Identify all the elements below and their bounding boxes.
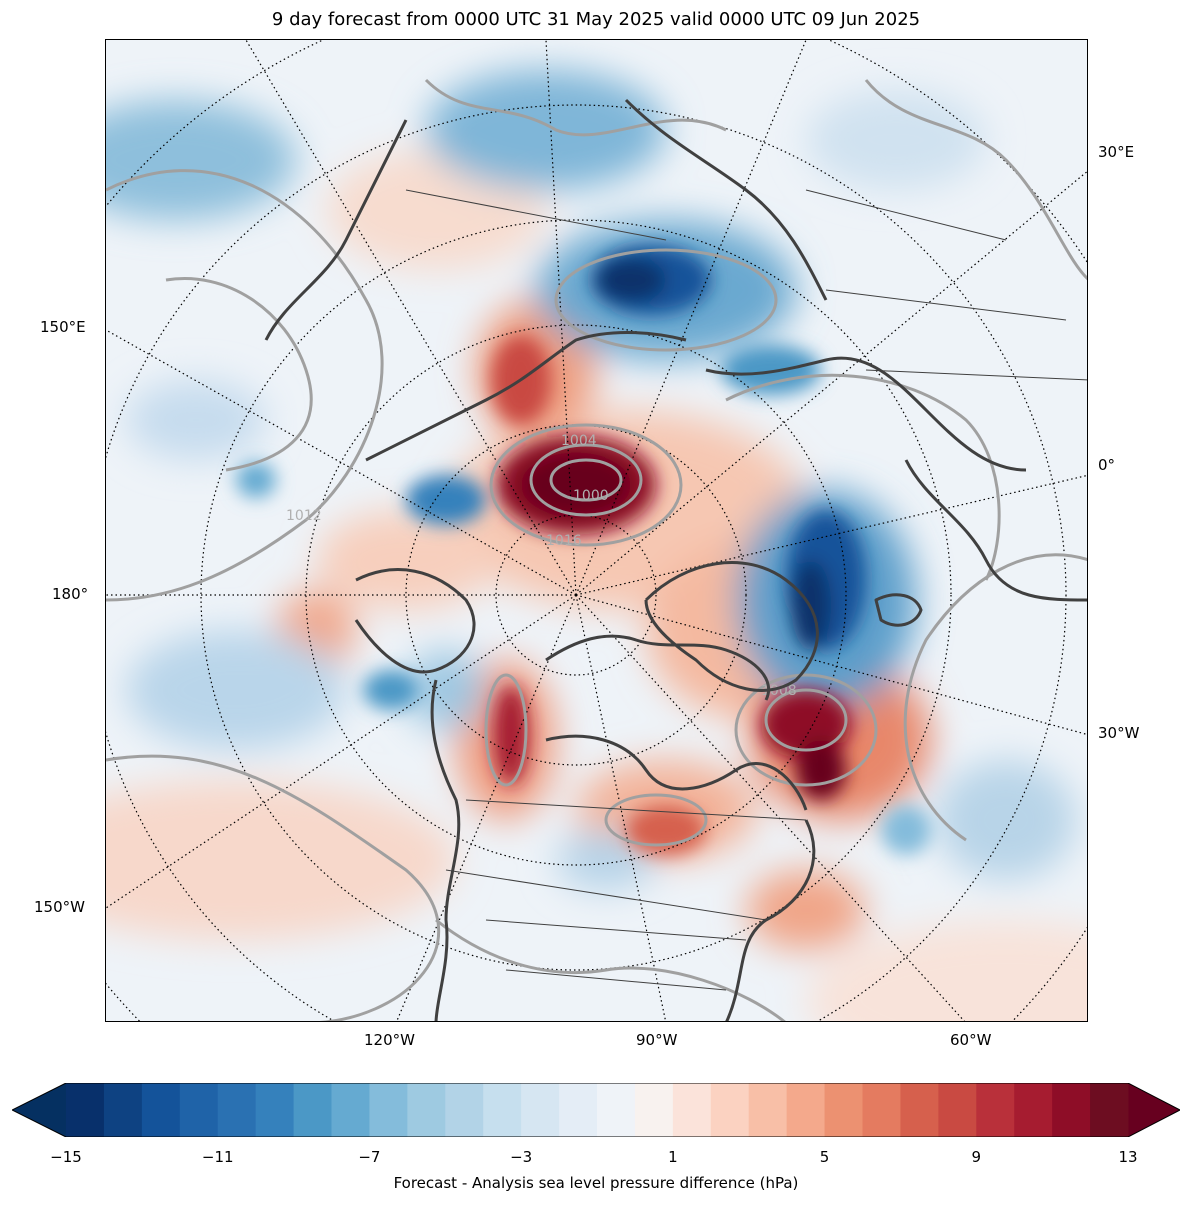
colorbar-segment — [786, 1083, 826, 1137]
lon-label-60W: 60°W — [950, 1031, 992, 1049]
colorbar-segment — [407, 1083, 446, 1137]
colorbar-segment — [597, 1083, 636, 1137]
colorbar-segment — [824, 1083, 863, 1137]
lon-label-150W: 150°W — [34, 898, 85, 916]
political-borders — [405, 189, 1087, 991]
colorbar-segment — [141, 1083, 181, 1137]
colorbar-segment — [748, 1083, 788, 1137]
colorbar-segment — [976, 1083, 1015, 1137]
colorbar-segment — [445, 1083, 484, 1137]
colorbar-tick-label: −11 — [201, 1148, 234, 1166]
colorbar-scale — [10, 1082, 1182, 1138]
colorbar-segment — [103, 1083, 143, 1137]
colorbar-segment — [179, 1083, 219, 1137]
colorbar-segment — [255, 1083, 295, 1137]
colorbar-segment — [900, 1083, 939, 1137]
coastlines — [264, 98, 1087, 1021]
pressure-difference-map: 1004 1000 1008 1012 1016 — [106, 40, 1087, 1021]
colorbar-label: Forecast - Analysis sea level pressure d… — [393, 1174, 799, 1192]
colorbar-tick-label: 13 — [1118, 1148, 1138, 1166]
colorbar-extend-low — [12, 1083, 66, 1137]
colorbar-segment — [862, 1083, 901, 1137]
figure-title: 9 day forecast from 0000 UTC 31 May 2025… — [271, 9, 921, 30]
lon-label-150E: 150°E — [40, 318, 86, 336]
colorbar-segment — [293, 1083, 332, 1137]
isobar-value-labels: 1004 1000 1008 1012 1016 — [286, 433, 797, 699]
longitude-lines — [106, 40, 1087, 1021]
colorbar-extend-high — [1128, 1083, 1180, 1137]
colorbar-tick-label: 9 — [971, 1148, 982, 1166]
colorbar-segment — [1090, 1083, 1129, 1137]
lon-label-120W: 120°W — [364, 1031, 415, 1049]
map-panel: 1004 1000 1008 1012 1016 — [105, 39, 1088, 1022]
isobar-label-1000: 1000 — [573, 488, 609, 504]
lon-label-0: 0° — [1098, 456, 1116, 474]
colorbar-segment — [710, 1083, 750, 1137]
lon-label-180: 180° — [52, 585, 89, 603]
colorbar-segment — [938, 1083, 977, 1137]
colorbar-segment — [369, 1083, 408, 1137]
isobar-label-1004: 1004 — [561, 433, 597, 449]
latitude-circles — [106, 40, 1087, 1021]
colorbar-segment — [672, 1083, 712, 1137]
colorbar-tick-label: −15 — [50, 1148, 82, 1166]
colorbar-tick-label: −3 — [510, 1148, 533, 1166]
colorbar-segment — [634, 1083, 674, 1137]
colorbar-segment — [331, 1083, 370, 1137]
colorbar-tick-label: 1 — [668, 1148, 678, 1166]
colorbar-segment — [483, 1083, 522, 1137]
colorbar — [10, 1082, 1182, 1138]
colorbar-segment — [1052, 1083, 1091, 1137]
lon-label-30W: 30°W — [1098, 724, 1140, 742]
lon-label-90W: 90°W — [636, 1031, 678, 1049]
colorbar-segment — [66, 1083, 105, 1137]
colorbar-tick-label: 5 — [819, 1148, 830, 1166]
colorbar-segment — [559, 1083, 598, 1137]
colorbar-segment — [521, 1083, 560, 1137]
lon-label-30E: 30°E — [1098, 143, 1135, 161]
isobar-label-1012: 1012 — [286, 508, 322, 524]
isobar-label-1016: 1016 — [546, 533, 582, 549]
isobar-contours — [106, 78, 1087, 1021]
colorbar-tick-label: −7 — [358, 1148, 381, 1166]
colorbar-segment — [217, 1083, 257, 1137]
colorbar-segment — [1014, 1083, 1053, 1137]
